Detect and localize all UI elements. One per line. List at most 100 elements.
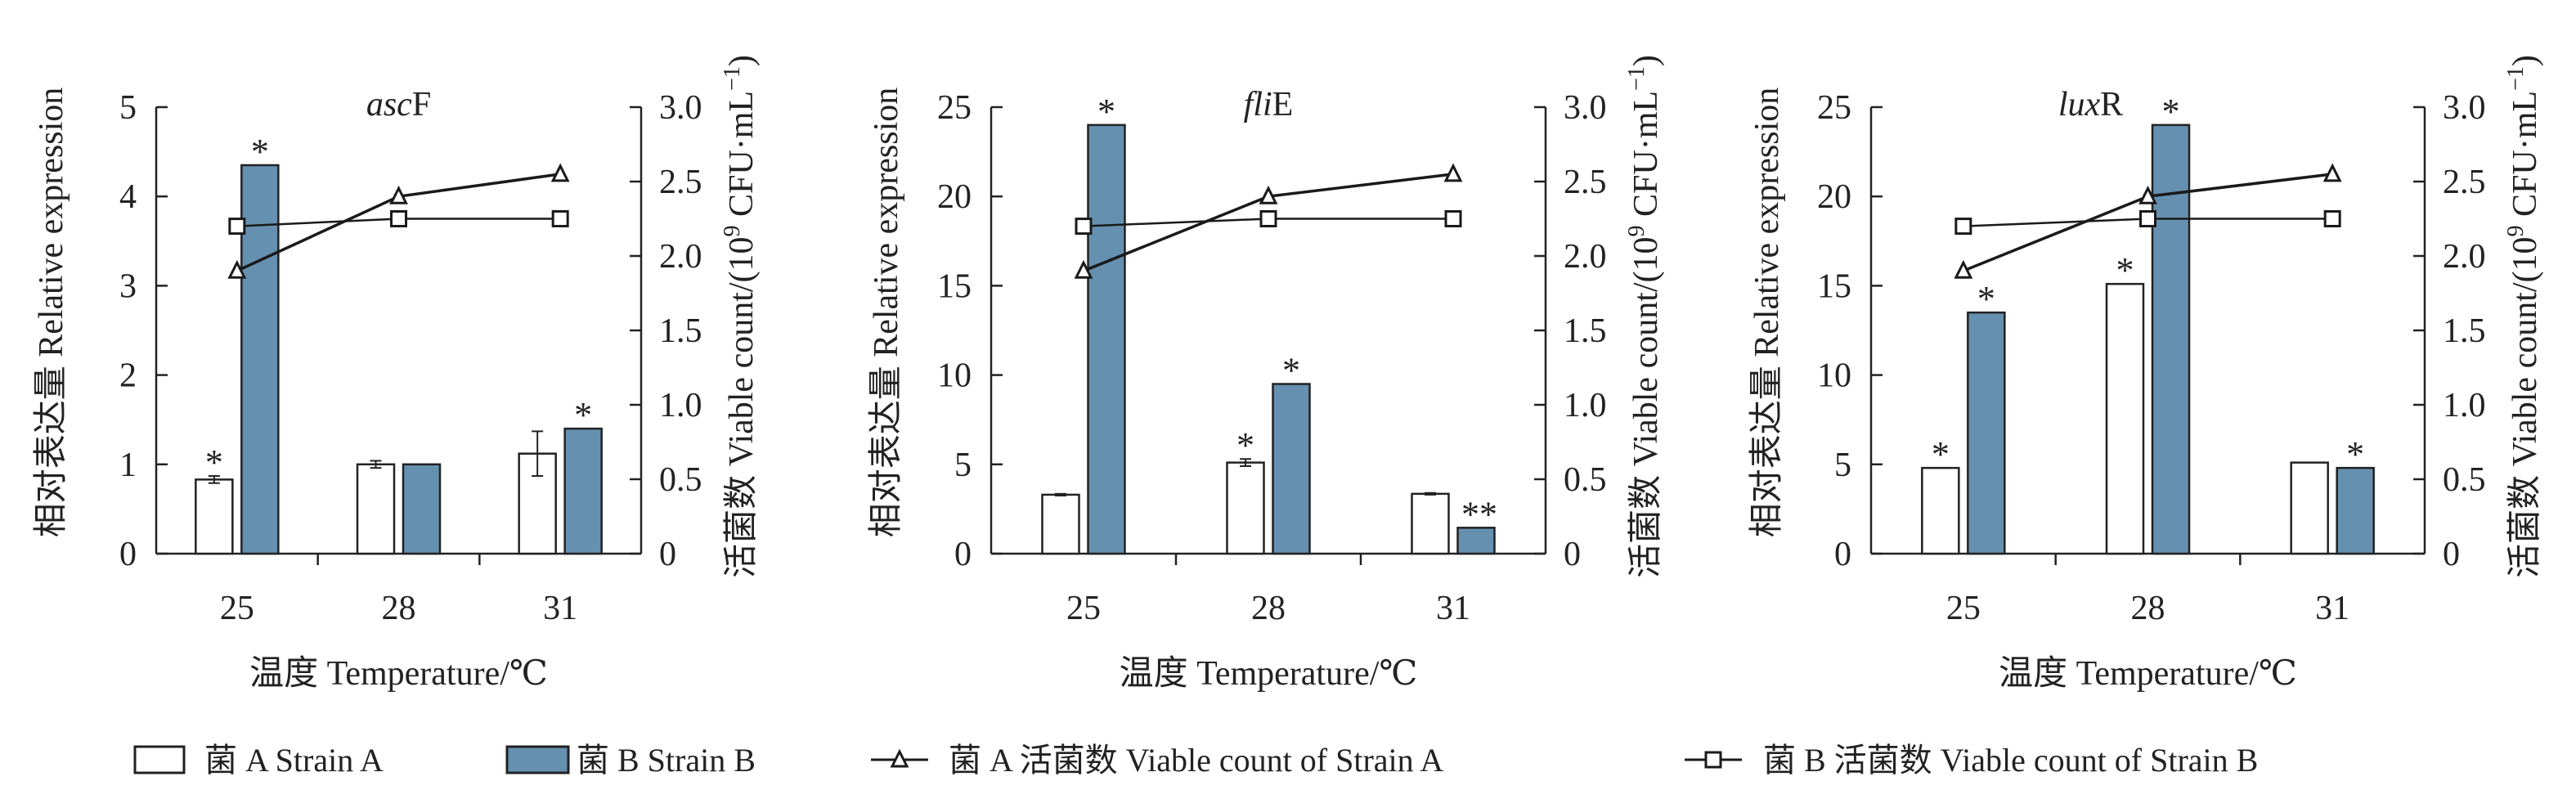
bar-strain-b: [402, 463, 442, 555]
y2-title-pre: 活菌数 Viable count/(10: [2506, 236, 2544, 577]
square-marker: [1075, 218, 1093, 236]
significance-star: *: [2116, 250, 2134, 290]
y-tick-label: 5: [954, 447, 972, 484]
square-marker: [551, 210, 569, 227]
square-marker: [1444, 210, 1462, 227]
legend-label: 菌 A Strain A: [204, 742, 384, 779]
y2-axis-title: 活菌数 Viable count/(109 CFU·mL−1): [720, 55, 761, 578]
bar-strain-a: [2105, 282, 2145, 555]
y-tick-label: 0: [1834, 536, 1851, 573]
legend-item: 菌 B 活菌数 Viable count of Strain B: [1685, 742, 2258, 779]
y2-title-mid: CFU·mL: [1627, 91, 1665, 226]
triangle-marker: [890, 748, 909, 768]
square-marker: [2139, 210, 2156, 227]
bar-strain-b: [240, 164, 280, 555]
y-axis-title: 相对表达量 Relative expression: [33, 88, 70, 538]
square-marker: [228, 218, 246, 236]
chart-title-rest: R: [2100, 86, 2123, 123]
legend: 菌 A Strain A 菌 B Strain B 菌 A 活菌数 Viable c…: [133, 742, 2258, 779]
y-axis-title: 相对表达量 Relative expression: [1748, 88, 1786, 538]
significance-star: *: [2162, 92, 2180, 132]
y-tick-label: 20: [1817, 178, 1851, 216]
y2-axis-title: 活菌数 Viable count/(109 CFU·mL−1): [1624, 55, 1665, 578]
y-tick-label: 1: [119, 447, 137, 484]
x-axis-title: 温度 Temperature/℃: [249, 655, 548, 693]
x-tick-label: 31: [2315, 590, 2349, 627]
y2-tick-label: 0.5: [659, 461, 702, 499]
x-tick-label: 28: [1251, 590, 1286, 627]
y-tick-label: 10: [1817, 357, 1851, 395]
legend-item: 菌 A 活菌数 Viable count of Strain A: [871, 742, 1443, 779]
significance-star: *: [1097, 92, 1115, 132]
bar-strain-a: [2290, 461, 2329, 555]
triangle-marker: [227, 259, 247, 279]
y2-title-mid: CFU·mL: [723, 91, 761, 226]
square-marker: [390, 210, 407, 227]
y-tick-label: 15: [1817, 267, 1851, 305]
bar-strain-a: [195, 478, 234, 555]
chart-title: ascF: [366, 86, 431, 123]
significance-star: *: [2346, 434, 2364, 474]
x-tick-label: 25: [1946, 590, 1981, 627]
y2-title-sup1: 9: [720, 225, 745, 236]
y2-tick-label: 2.0: [1564, 238, 1607, 276]
y2-tick-label: 1.0: [1564, 387, 1607, 424]
y2-title-sup2: −1: [2503, 66, 2529, 91]
y2-title-sup1: 9: [2503, 225, 2529, 236]
chart-title-italic: lux: [2058, 86, 2101, 123]
y-tick-label: 2: [119, 357, 137, 395]
y-tick-label: 5: [119, 89, 137, 127]
significance-star: *: [574, 395, 592, 435]
y-tick-label: 0: [119, 536, 137, 573]
chart-panel-luxR: 0 5 10 15 20 25 0 0.5 1.0 1.5 2.0 2.5 3.0 25 28 31 温度 Te…: [1748, 55, 2544, 693]
triangle-marker: [1259, 185, 1278, 204]
bar-strain-b: [1272, 383, 1311, 555]
y-tick-label: 20: [937, 178, 972, 216]
bar-strain-a: [1041, 493, 1080, 555]
square-marker: [2323, 210, 2341, 227]
y-tick-label: 25: [1817, 89, 1851, 127]
x-axis-title: 温度 Temperature/℃: [1999, 655, 2297, 693]
x-tick-label: 31: [543, 590, 577, 627]
y2-tick-label: 1.0: [2443, 387, 2486, 424]
significance-star: *: [1977, 279, 1995, 319]
bar-strain-b: [563, 427, 603, 555]
y2-tick-label: 3.0: [2443, 89, 2486, 127]
y-tick-label: 15: [937, 267, 972, 305]
significance-star: *: [251, 132, 269, 172]
legend-label: 菌 B 活菌数 Viable count of Strain B: [1763, 742, 2258, 779]
y-tick-label: 25: [937, 89, 972, 127]
bar-strain-a: [1921, 466, 1960, 555]
chart-panel-fliE: 0 5 10 15 20 25 0 0.5 1.0 1.5 2.0 2.5 3.0 25 28 31 温度 Te…: [868, 55, 1665, 693]
x-axis-title: 温度 Temperature/℃: [1120, 655, 1418, 693]
triangle-marker: [550, 163, 570, 182]
legend-swatch-strain-b: [505, 745, 570, 774]
triangle-marker: [2138, 185, 2157, 204]
y2-tick-label: 1.0: [659, 387, 702, 424]
y2-tick-label: 1.5: [659, 312, 702, 350]
chart-panel-ascF: 0 1 2 3 4 5 0 0.5 1.0 1.5 2.0 2.5 3.0 25 28 31 温度 Temper…: [33, 55, 761, 693]
bar-strain-a: [1411, 492, 1450, 555]
y2-tick-label: 0: [659, 536, 676, 573]
bar-strain-b: [1087, 123, 1126, 555]
y2-title-mid: CFU·mL: [2506, 91, 2544, 226]
y2-tick-label: 2.5: [2443, 164, 2486, 201]
square-marker: [1704, 751, 1722, 769]
legend-swatch-strain-a: [133, 745, 186, 774]
significance-star: *: [1236, 425, 1254, 465]
y2-title-pre: 活菌数 Viable count/(10: [1627, 236, 1665, 577]
bar-strain-a: [356, 463, 396, 555]
y2-tick-label: 2.0: [659, 238, 702, 276]
square-marker: [1259, 210, 1277, 227]
y2-title-post: ): [2506, 55, 2544, 66]
y2-title-sup2: −1: [720, 66, 745, 91]
chart-title-rest: F: [412, 86, 431, 123]
triangle-marker: [1954, 259, 1973, 279]
chart-title: fliE: [1244, 86, 1294, 123]
triangle-marker: [2322, 163, 2342, 182]
y2-title-post: ): [723, 55, 761, 66]
y-axis-title: 相对表达量 Relative expression: [868, 88, 905, 538]
triangle-marker: [1443, 163, 1463, 182]
y-tick-label: 5: [1834, 447, 1851, 484]
